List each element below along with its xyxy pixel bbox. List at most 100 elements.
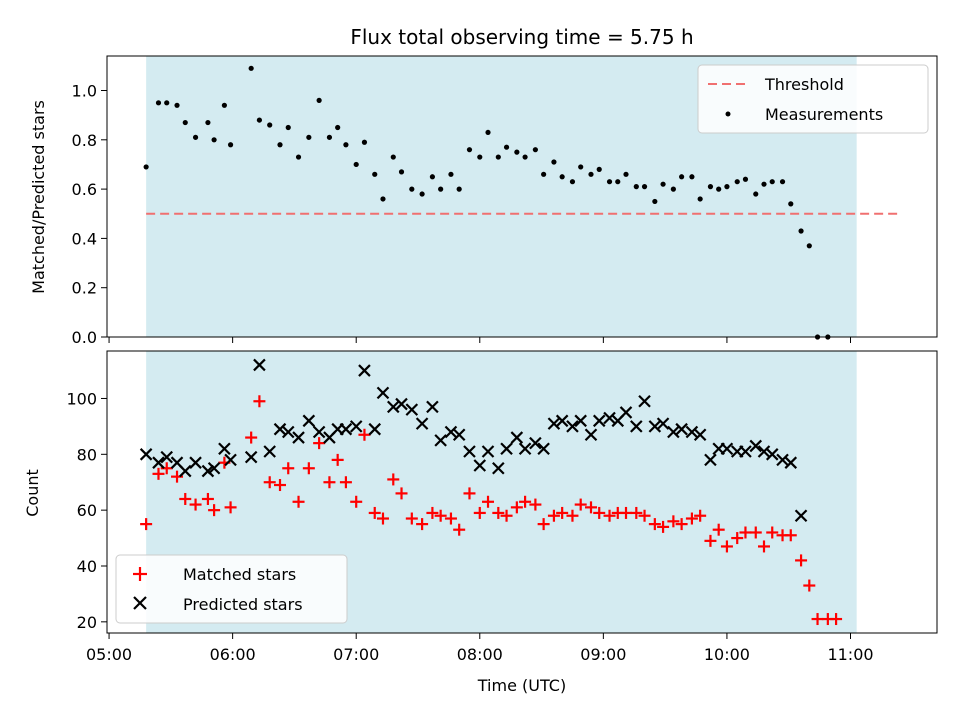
- predicted-star-point: [529, 436, 542, 450]
- predicted-star-point: [555, 414, 569, 428]
- measurement-point: [155, 100, 162, 106]
- matched-star-point: [453, 523, 466, 536]
- measurement-point: [335, 124, 341, 131]
- matched-star-point: [566, 509, 579, 522]
- predicted-star-point: [776, 453, 789, 467]
- predicted-star-point: [387, 400, 400, 414]
- predicted-star-point: [749, 439, 763, 453]
- y-tick-label: 0.2: [72, 279, 97, 298]
- predicted-star-point: [178, 464, 192, 478]
- measurement-point: [551, 159, 557, 165]
- matched-star-point: [274, 479, 287, 492]
- measurement-point: [724, 184, 730, 190]
- measurement-point: [670, 186, 676, 192]
- predicted-star-point: [395, 397, 408, 411]
- predicted-star-point: [292, 431, 305, 444]
- legend-matched-label: Matched stars: [183, 565, 296, 584]
- predicted-star-point: [444, 425, 458, 439]
- predicted-star-point: [584, 428, 598, 442]
- predicted-star-point: [693, 428, 707, 442]
- y-tick-label: 0.0: [72, 328, 97, 347]
- matched-star-point: [603, 509, 616, 522]
- matched-star-point: [593, 506, 606, 519]
- predicted-star-point: [685, 425, 699, 439]
- predicted-star-point: [152, 456, 165, 469]
- matched-star-point: [667, 515, 680, 528]
- matched-star-point: [657, 520, 670, 533]
- measurement-point: [466, 147, 473, 153]
- matched-star-point: [519, 495, 532, 508]
- matched-star-point: [245, 431, 258, 444]
- matched-star-point: [339, 476, 352, 489]
- x-axis-label: Time (UTC): [477, 676, 566, 695]
- predicted-star-point: [349, 420, 363, 433]
- top-plot-frame: [106, 55, 938, 338]
- measurement-point: [267, 122, 273, 128]
- measurement-point: [660, 181, 666, 187]
- measurement-point: [277, 142, 283, 148]
- legend-measurements-label: Measurements: [765, 105, 883, 124]
- measurement-point: [716, 186, 722, 192]
- bottom-legend: Matched stars Predicted stars: [115, 554, 348, 624]
- matched-star-point: [694, 509, 707, 522]
- matched-star-point: [152, 467, 165, 480]
- measurement-point: [503, 144, 510, 150]
- x-tick-label: 09:00: [580, 645, 626, 664]
- measurement-point: [192, 134, 199, 140]
- measurement-point: [559, 174, 565, 180]
- measurement-point: [343, 142, 349, 148]
- measurement-point: [652, 198, 658, 205]
- measurement-point: [485, 129, 491, 136]
- top-legend: Threshold Measurements: [697, 64, 929, 134]
- predicted-star-point: [574, 414, 587, 428]
- measurement-point: [514, 149, 520, 155]
- measurement-point: [532, 147, 538, 153]
- predicted-star-point: [566, 420, 579, 433]
- bottom-y-ticks: 20 40 60 80 100: [66, 389, 107, 632]
- x-tick-label: 07:00: [333, 645, 379, 664]
- matched-star-point: [556, 506, 569, 519]
- measurement-point: [409, 186, 415, 192]
- predicted-star-point: [518, 442, 532, 456]
- measurement-point: [761, 181, 767, 187]
- predicted-star-point: [358, 364, 371, 377]
- top-y-axis-label: Matched/Predicted stars: [29, 100, 48, 294]
- predicted-star-point: [794, 509, 808, 523]
- matched-star-point: [795, 554, 808, 567]
- matched-star-point: [208, 504, 221, 517]
- predicted-star-point: [592, 414, 606, 428]
- matched-star-point: [313, 437, 326, 450]
- predicted-star-point: [405, 403, 419, 416]
- predicted-star-point: [630, 420, 643, 433]
- measurement-point: [522, 154, 528, 160]
- predicted-star-point: [281, 425, 295, 439]
- matched-star-point: [648, 518, 661, 531]
- predicted-star-point: [273, 422, 287, 436]
- matched-star-point: [547, 509, 560, 522]
- x-tick-label: 10:00: [704, 645, 750, 664]
- predicted-star-point: [253, 358, 266, 372]
- measurement-point: [541, 171, 547, 177]
- matched-star-point: [426, 506, 439, 519]
- matched-star-point: [224, 501, 237, 514]
- measurement-point: [182, 119, 188, 126]
- measurement-point: [438, 186, 444, 192]
- matched-star-point: [529, 498, 542, 511]
- y-tick-label: 20: [77, 613, 97, 632]
- matched-star-point: [739, 526, 752, 539]
- matched-star-point: [537, 518, 550, 531]
- predicted-star-point: [765, 448, 779, 461]
- measurement-point: [679, 174, 685, 180]
- bottom-legend-box: [115, 554, 348, 624]
- measurement-point: [798, 228, 804, 234]
- matched-star-point: [584, 501, 597, 514]
- predicted-star-point: [376, 386, 390, 400]
- matched-star-point: [302, 462, 315, 475]
- predicted-star-point: [224, 453, 237, 467]
- predicted-star-point: [368, 422, 382, 436]
- predicted-star-point: [492, 461, 505, 475]
- matched-star-point: [282, 462, 295, 475]
- matched-star-point: [720, 540, 733, 553]
- bottom-y-axis-label: Count: [23, 469, 42, 517]
